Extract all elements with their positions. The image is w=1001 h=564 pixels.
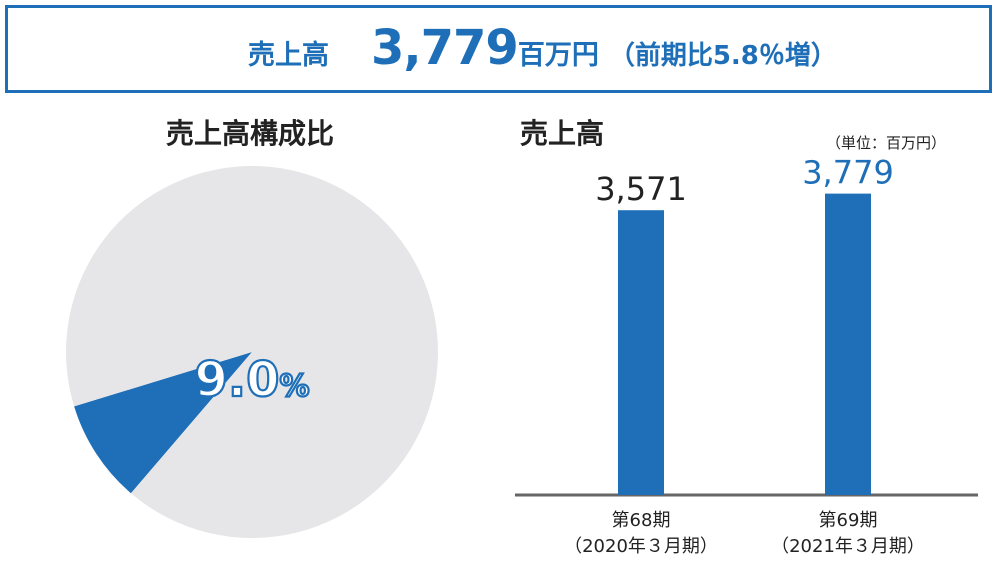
pie-percent-label: 9.0% bbox=[194, 352, 309, 408]
x-tick-label: （2020年３月期） bbox=[564, 536, 718, 557]
pie-slice bbox=[65, 166, 438, 538]
bar bbox=[618, 210, 664, 495]
pie-slice bbox=[74, 352, 252, 494]
sales-label: 売上高 bbox=[248, 40, 329, 71]
pie-chart-title: 売上高構成比 bbox=[165, 117, 334, 150]
x-tick-label: 第69期 bbox=[819, 510, 878, 531]
bar-value-label: 3,779 bbox=[802, 154, 894, 192]
bar-chart-title: 売上高 bbox=[520, 117, 605, 150]
sales-value: 3,779 bbox=[371, 20, 519, 76]
x-tick-label: 第68期 bbox=[612, 510, 671, 531]
x-tick-label: （2021年３月期） bbox=[771, 536, 925, 557]
summary-banner: 売上高 3,779 百万円 （前期比5.8％増） bbox=[5, 5, 992, 93]
unit-note: （単位：百万円） bbox=[826, 134, 947, 152]
bar-value-label: 3,571 bbox=[595, 170, 687, 208]
sales-unit: 百万円 bbox=[517, 40, 599, 71]
bar bbox=[825, 193, 871, 495]
summary-row: 売上高 3,779 百万円 （前期比5.8％増） bbox=[248, 20, 837, 80]
sales-comparison: （前期比5.8％増） bbox=[608, 41, 837, 71]
